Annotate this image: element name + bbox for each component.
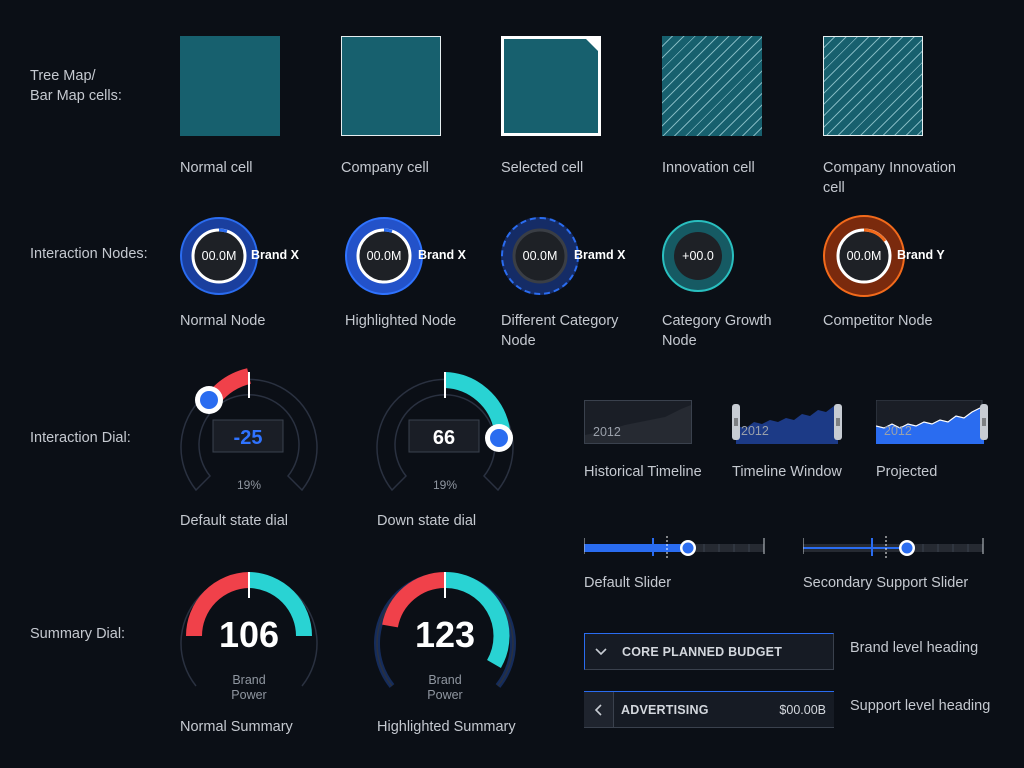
cell-caption: Normal cell — [180, 160, 253, 176]
node-name: Brand X — [418, 248, 466, 262]
timeline-caption: Projected — [876, 464, 938, 480]
summary-label: Brand Power — [427, 673, 463, 702]
dial-percent: 19% — [236, 478, 262, 492]
competitor-node[interactable]: 00.0M — [823, 215, 905, 297]
heading-title: ADVERTISING — [621, 703, 709, 717]
row-label-interaction-nodes: Interaction Nodes: — [30, 246, 148, 262]
summary-caption: Normal Summary — [180, 719, 293, 735]
heading-caption: Support level heading — [850, 698, 991, 714]
timeline-window[interactable]: 2012 — [732, 400, 842, 444]
dial-caption: Default state dial — [180, 513, 289, 529]
node-ring-icon — [512, 228, 568, 284]
cell-caption: Company cell — [341, 160, 429, 176]
default-slider[interactable] — [583, 534, 766, 562]
node-value: 00.0M — [366, 249, 402, 263]
selected-corner-marker — [585, 38, 599, 52]
dial-caption: Down state dial — [377, 513, 477, 529]
chevron-down-icon[interactable] — [594, 646, 608, 658]
node-value: 00.0M — [846, 249, 882, 263]
timeline-year: 2012 — [741, 424, 769, 438]
summary-label: Brand Power — [231, 673, 267, 702]
node-name: Brand Y — [897, 248, 945, 262]
node-value: 00.0M — [522, 249, 558, 263]
cell-caption: Innovation cell — [662, 160, 755, 176]
summary-value: 123 — [414, 614, 476, 655]
node-ring-icon — [836, 228, 892, 284]
node-caption: Different Category Node — [501, 313, 619, 349]
timeline-caption: Timeline Window — [732, 464, 842, 480]
dial-percent: 19% — [432, 478, 458, 492]
heading-title: CORE PLANNED BUDGET — [622, 645, 783, 659]
node-ring-icon — [356, 228, 412, 284]
timeline-caption: Historical Timeline — [584, 464, 702, 480]
node-value: 00.0M — [201, 249, 237, 263]
normal-summary-dial[interactable]: 106 Brand Power — [176, 568, 322, 708]
normal-node[interactable]: 00.0M — [180, 217, 258, 295]
timeline-sparkline — [585, 405, 691, 443]
historical-timeline[interactable]: 2012 — [584, 400, 692, 444]
different-category-node[interactable]: 00.0M — [501, 217, 579, 295]
slider-track — [583, 536, 765, 560]
normal-cell[interactable] — [180, 36, 280, 136]
heading-amount: $00.00B — [779, 703, 826, 717]
dial-graphic — [180, 368, 318, 492]
row-label-summary-dial: Summary Dial: — [30, 626, 126, 642]
chevron-left-icon — [594, 704, 602, 716]
node-ring-icon — [674, 232, 722, 280]
summary-value: 106 — [218, 614, 280, 655]
cell-caption: Selected cell — [501, 160, 584, 176]
timeline-year: 2012 — [884, 424, 912, 438]
timeline-year: 2012 — [593, 425, 621, 439]
company-innovation-cell[interactable] — [823, 36, 923, 136]
node-caption: Highlighted Node — [345, 313, 457, 329]
row-label-interaction-dial: Interaction Dial: — [30, 430, 131, 446]
company-cell[interactable] — [341, 36, 441, 136]
node-name: Brand X — [251, 248, 299, 262]
dial-graphic — [376, 372, 514, 492]
secondary-support-slider[interactable] — [802, 534, 985, 562]
node-ring-icon — [191, 228, 247, 284]
brand-level-heading[interactable]: CORE PLANNED BUDGET — [584, 633, 834, 670]
node-value: +00.0 — [682, 249, 714, 263]
node-caption: Normal Node — [180, 313, 266, 329]
summary-caption: Highlighted Summary — [377, 719, 516, 735]
projected-graphic — [875, 399, 988, 445]
timeline-window-graphic — [732, 404, 842, 444]
summary-dial-graphic — [374, 571, 516, 688]
cell-caption: Company Innovation cell — [823, 160, 956, 196]
slider-caption: Default Slider — [584, 575, 672, 591]
support-level-heading[interactable]: ADVERTISING $00.00B — [584, 691, 834, 728]
highlighted-summary-dial[interactable]: 123 Brand Power — [372, 568, 518, 708]
projected-timeline[interactable]: 2012 — [875, 399, 990, 445]
dial-value: 66 — [432, 427, 456, 449]
row-label-tree-map: Tree Map/ Bar Map cells: — [30, 68, 122, 104]
dial-value: -25 — [233, 427, 263, 449]
default-state-dial[interactable]: -25 19% — [176, 368, 322, 498]
heading-caption: Brand level heading — [850, 640, 979, 656]
summary-dial-graphic — [180, 572, 318, 687]
down-state-dial[interactable]: 66 19% — [372, 368, 518, 498]
selected-cell[interactable] — [501, 36, 601, 136]
slider-track — [802, 536, 984, 560]
slider-caption: Secondary Support Slider — [803, 575, 969, 591]
node-caption: Category Growth Node — [662, 313, 772, 349]
innovation-cell[interactable] — [662, 36, 762, 136]
highlighted-node[interactable]: 00.0M — [345, 217, 423, 295]
node-caption: Competitor Node — [823, 313, 933, 329]
category-growth-node[interactable]: +00.0 — [662, 220, 734, 292]
node-name: Bramd X — [574, 248, 626, 262]
chevron-left-button[interactable] — [584, 692, 614, 727]
